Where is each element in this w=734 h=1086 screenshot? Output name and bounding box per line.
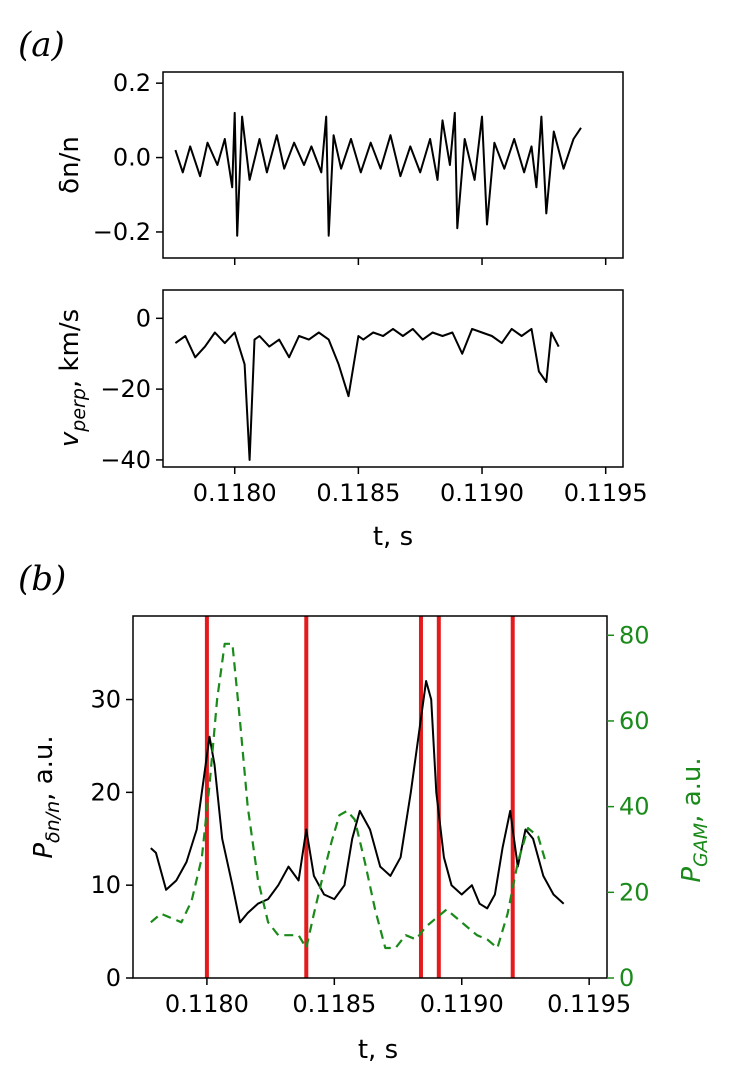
- plot-power-frame: [132, 615, 608, 979]
- plot-dn-n: 0.2 0.0 −0.2 δn/n: [55, 69, 624, 265]
- x-axis-label-a: t, s: [373, 522, 413, 552]
- power-right-ytick-label: 60: [619, 707, 650, 735]
- y-axis-label-p-gam-rest: , a.u.: [677, 757, 707, 822]
- dn-n-ytick-label: 0.2: [113, 69, 151, 97]
- series-p-gam-line: [150, 642, 547, 950]
- y-axis-label-v-perp: vperp, km/s: [55, 309, 90, 447]
- plot-v-perp-frame: [162, 289, 624, 468]
- y-axis-label-p-dn-n-sub: δn/n: [42, 801, 64, 843]
- plot-v-perp: 0 −20 −40 0.1180 0.1185 0.1190 0.1195 vperp, k…: [55, 289, 648, 552]
- y-axis-label-p-gam-sub: GAM: [690, 823, 712, 867]
- y-axis-label-p-gam: PGAM, a.u.: [677, 757, 712, 882]
- power-ytick-label: 0: [106, 964, 121, 992]
- panel-label-a: (a): [18, 25, 65, 65]
- power-right-ytick-label: 80: [619, 621, 650, 649]
- series--n-n-line: [174, 111, 582, 237]
- power-xtick-label: 0.1180: [165, 990, 249, 1018]
- y-axis-label-p-dn-n-rest: , a.u.: [29, 735, 59, 800]
- power-xtick-label: 0.1185: [292, 990, 376, 1018]
- y-axis-label-p-dn-n: Pδn/n, a.u.: [29, 735, 64, 858]
- power-ytick-label: 20: [90, 778, 121, 806]
- v-perp-xtick-label: 0.1195: [564, 479, 648, 507]
- power-right-ytick-label: 40: [619, 793, 650, 821]
- v-perp-xtick-label: 0.1190: [440, 479, 524, 507]
- series-p-n-n-line: [150, 680, 565, 924]
- series-v-perp-line: [174, 327, 560, 461]
- y-axis-label-v-perp-sub: perp: [68, 388, 90, 433]
- v-perp-ytick-label: 0: [136, 304, 151, 332]
- dn-n-ytick-label: −0.2: [93, 218, 151, 246]
- y-axis-label-v-perp-main: v: [55, 431, 85, 447]
- power-xtick-label: 0.1190: [420, 990, 504, 1018]
- panel-label-b: (b): [18, 559, 66, 599]
- y-axis-label-dn-n: δn/n: [55, 136, 85, 194]
- power-right-ytick-label: 20: [619, 878, 650, 906]
- v-perp-xtick-label: 0.1185: [316, 479, 400, 507]
- x-axis-label-b: t, s: [358, 1035, 398, 1065]
- y-axis-label-p-gam-main: P: [677, 867, 707, 883]
- plot-dn-n-frame: [162, 71, 624, 259]
- power-ytick-label: 30: [90, 686, 121, 714]
- power-xtick-label: 0.1195: [547, 990, 631, 1018]
- v-perp-ytick-label: −40: [100, 446, 151, 474]
- power-right-ytick-label: 0: [619, 964, 634, 992]
- v-perp-xtick-label: 0.1180: [193, 479, 277, 507]
- dn-n-ytick-label: 0.0: [113, 144, 151, 172]
- v-perp-ytick-label: −20: [100, 375, 151, 403]
- y-axis-label-p-dn-n-main: P: [29, 843, 59, 859]
- power-ytick-label: 10: [90, 871, 121, 899]
- y-axis-label-v-perp-rest: , km/s: [55, 309, 85, 388]
